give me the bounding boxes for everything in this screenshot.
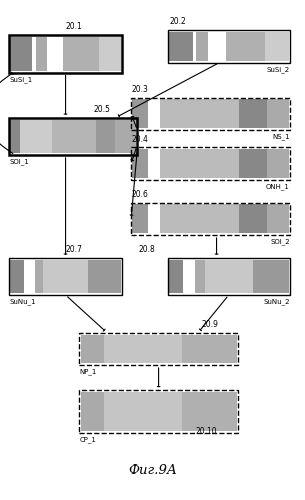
Text: 20.10: 20.10 (195, 427, 217, 436)
Text: SuNu_2: SuNu_2 (263, 298, 290, 305)
Bar (81, 392, 104, 430)
Bar (169, 260, 183, 293)
Bar (32, 37, 36, 70)
Bar (10, 260, 121, 293)
Bar (132, 204, 148, 233)
Text: 20.1: 20.1 (66, 22, 82, 31)
Bar (96, 120, 115, 153)
Bar (148, 100, 160, 128)
Bar (169, 32, 193, 60)
Bar (205, 260, 253, 293)
Bar (104, 334, 182, 363)
Bar (132, 150, 289, 178)
Bar (131, 98, 290, 130)
Bar (267, 204, 289, 233)
Bar (63, 37, 99, 70)
Bar (35, 260, 44, 293)
Text: CP_1: CP_1 (79, 436, 96, 443)
Text: 20.8: 20.8 (139, 245, 156, 254)
Bar (20, 120, 52, 153)
Bar (132, 204, 289, 233)
Bar (10, 37, 121, 70)
Bar (169, 32, 289, 60)
Bar (267, 150, 289, 178)
Bar (183, 260, 195, 293)
Bar (239, 150, 267, 178)
Bar (148, 150, 160, 178)
Bar (79, 390, 238, 432)
Bar (169, 260, 289, 293)
Bar (104, 392, 182, 430)
Text: SuSi_1: SuSi_1 (9, 76, 32, 82)
Bar (44, 260, 88, 293)
Text: 20.3: 20.3 (131, 85, 148, 94)
Bar (132, 150, 148, 178)
Bar (168, 30, 290, 62)
Bar (99, 37, 121, 70)
Bar (52, 120, 96, 153)
Bar (239, 204, 267, 233)
Bar (208, 32, 226, 60)
Bar (160, 150, 239, 178)
Bar (79, 332, 238, 365)
Text: 20.5: 20.5 (93, 104, 110, 114)
Bar (10, 37, 32, 70)
Bar (160, 100, 239, 128)
Bar (265, 32, 289, 60)
Bar (196, 32, 208, 60)
Text: NP_1: NP_1 (79, 368, 97, 375)
Text: ONH_1: ONH_1 (266, 184, 290, 190)
Text: 20.2: 20.2 (169, 17, 186, 26)
Bar (132, 100, 289, 128)
Text: SuSi_2: SuSi_2 (267, 66, 290, 72)
Bar (160, 204, 239, 233)
Text: 20.7: 20.7 (66, 245, 82, 254)
Text: SuNu_1: SuNu_1 (9, 298, 36, 305)
Bar (267, 100, 289, 128)
Bar (10, 260, 23, 293)
Bar (168, 258, 290, 295)
Bar (9, 35, 122, 72)
Bar (10, 120, 136, 153)
Bar (88, 260, 121, 293)
Bar (47, 37, 63, 70)
Text: SOI_1: SOI_1 (9, 158, 29, 165)
Bar (148, 204, 160, 233)
Bar (132, 100, 148, 128)
Bar (115, 120, 136, 153)
Bar (9, 258, 122, 295)
Bar (193, 32, 196, 60)
Bar (182, 334, 237, 363)
Bar (81, 392, 237, 430)
Bar (23, 260, 35, 293)
Bar (131, 202, 290, 235)
Bar (195, 260, 205, 293)
Bar (239, 100, 267, 128)
Bar (226, 32, 265, 60)
Bar (36, 37, 47, 70)
Text: 20.9: 20.9 (201, 320, 218, 329)
Bar (81, 334, 104, 363)
Text: Фиг.9А: Фиг.9А (128, 464, 177, 476)
Bar (253, 260, 289, 293)
Bar (81, 334, 237, 363)
Text: SOI_2: SOI_2 (270, 238, 290, 245)
Text: NS_1: NS_1 (272, 134, 290, 140)
Bar (9, 118, 137, 155)
Bar (10, 120, 20, 153)
Bar (182, 392, 237, 430)
Bar (131, 148, 290, 180)
Text: 20.6: 20.6 (131, 190, 148, 199)
Text: 20.4: 20.4 (131, 135, 148, 144)
